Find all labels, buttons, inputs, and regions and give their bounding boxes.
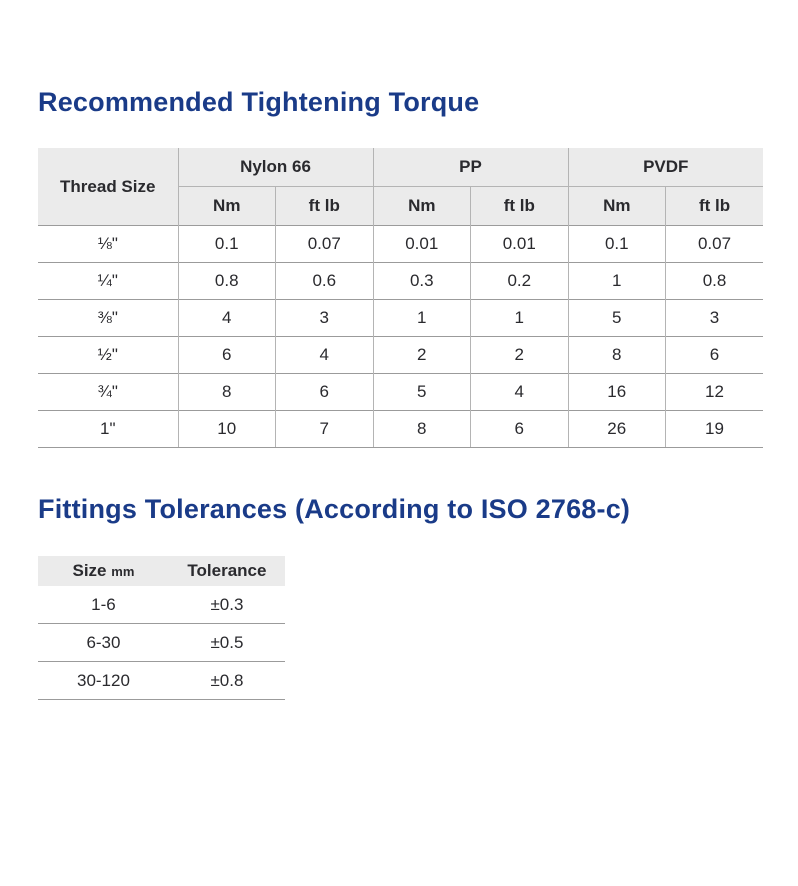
material-header-pp: PP xyxy=(372,148,569,187)
thread-size-cell: ⅜" xyxy=(38,299,178,337)
torque-cell: 4 xyxy=(275,336,374,374)
torque-table-header: Thread Size Nylon 66 PP PVDF Nm ft lb Nm… xyxy=(38,148,764,226)
size-range-cell: 6-30 xyxy=(38,623,169,662)
torque-cell: 2 xyxy=(372,336,471,374)
thread-size-cell: ½" xyxy=(38,336,178,374)
torque-section-title: Recommended Tightening Torque xyxy=(38,87,480,117)
tolerances-section-title: Fittings Tolerances (According to ISO 27… xyxy=(38,494,631,524)
torque-cell: 19 xyxy=(665,410,764,448)
torque-row: ⅛" 0.1 0.07 0.01 0.01 0.1 0.07 xyxy=(38,225,764,263)
torque-table-body: ⅛" 0.1 0.07 0.01 0.01 0.1 0.07 ¼" 0.8 0.… xyxy=(38,225,764,448)
torque-cell: 6 xyxy=(275,373,374,411)
tolerances-header-row: Size mm Tolerance xyxy=(38,556,285,586)
size-header-label: Size xyxy=(72,561,107,580)
torque-row: ⅜" 4 3 1 1 5 3 xyxy=(38,299,764,337)
thread-size-header: Thread Size xyxy=(38,148,178,226)
torque-cell: 6 xyxy=(470,410,569,448)
torque-row: ¾" 8 6 5 4 16 12 xyxy=(38,373,764,411)
torque-cell: 5 xyxy=(567,299,666,337)
torque-cell: 6 xyxy=(665,336,764,374)
torque-cell: 26 xyxy=(567,410,666,448)
torque-cell: 0.01 xyxy=(470,225,569,263)
tolerances-table-header: Size mm Tolerance xyxy=(38,556,285,586)
torque-row: ¼" 0.8 0.6 0.3 0.2 1 0.8 xyxy=(38,262,764,300)
torque-cell: 3 xyxy=(275,299,374,337)
material-header-row: Thread Size Nylon 66 PP PVDF xyxy=(38,148,764,226)
size-unit-label: mm xyxy=(111,564,135,579)
torque-row: 1" 10 7 8 6 26 19 xyxy=(38,410,764,448)
torque-cell: 0.3 xyxy=(372,262,471,300)
torque-cell: 1 xyxy=(372,299,471,337)
torque-row: ½" 6 4 2 2 8 6 xyxy=(38,336,764,374)
unit-header-row: Nm ft lb Nm ft lb Nm ft lb xyxy=(38,186,764,226)
torque-cell: 0.8 xyxy=(177,262,276,300)
tolerance-row: 6-30 ±0.5 xyxy=(38,623,285,662)
tolerance-cell: ±0.3 xyxy=(168,586,285,624)
torque-cell: 3 xyxy=(665,299,764,337)
thread-size-cell: ¾" xyxy=(38,373,178,411)
torque-cell: 5 xyxy=(372,373,471,411)
size-range-cell: 30-120 xyxy=(38,661,169,700)
torque-cell: 0.07 xyxy=(665,225,764,263)
torque-cell: 4 xyxy=(177,299,276,337)
torque-cell: 10 xyxy=(177,410,276,448)
tolerance-cell: ±0.5 xyxy=(168,623,285,662)
torque-cell: 2 xyxy=(470,336,569,374)
torque-cell: 6 xyxy=(177,336,276,374)
torque-cell: 0.07 xyxy=(275,225,374,263)
tolerance-header: Tolerance xyxy=(168,556,285,586)
tolerances-table: Size mm Tolerance 1-6 ±0.3 6-30 ±0.5 30-… xyxy=(38,556,285,700)
tolerance-row: 1-6 ±0.3 xyxy=(38,586,285,624)
thread-size-cell: ⅛" xyxy=(38,225,178,263)
torque-cell: 12 xyxy=(665,373,764,411)
torque-cell: 1 xyxy=(567,262,666,300)
material-header-nylon66: Nylon 66 xyxy=(177,148,374,187)
torque-cell: 0.2 xyxy=(470,262,569,300)
torque-cell: 0.01 xyxy=(372,225,471,263)
torque-cell: 8 xyxy=(177,373,276,411)
tolerance-row: 30-120 ±0.8 xyxy=(38,661,285,700)
torque-cell: 8 xyxy=(372,410,471,448)
datasheet-page: Recommended Tightening Torque Thread Siz… xyxy=(0,86,798,700)
torque-cell: 0.1 xyxy=(177,225,276,263)
torque-cell: 0.8 xyxy=(665,262,764,300)
unit-header-nm: Nm xyxy=(372,186,471,226)
torque-cell: 8 xyxy=(567,336,666,374)
torque-cell: 0.1 xyxy=(567,225,666,263)
torque-cell: 4 xyxy=(470,373,569,411)
unit-header-ftlb: ft lb xyxy=(470,186,569,226)
tolerances-table-body: 1-6 ±0.3 6-30 ±0.5 30-120 ±0.8 xyxy=(38,586,285,700)
unit-header-nm: Nm xyxy=(177,186,276,226)
tolerance-cell: ±0.8 xyxy=(168,661,285,700)
size-range-cell: 1-6 xyxy=(38,586,169,624)
unit-header-ftlb: ft lb xyxy=(275,186,374,226)
thread-size-cell: 1" xyxy=(38,410,178,448)
size-header: Size mm xyxy=(38,556,169,586)
unit-header-nm: Nm xyxy=(567,186,666,226)
torque-cell: 1 xyxy=(470,299,569,337)
material-header-pvdf: PVDF xyxy=(567,148,764,187)
torque-cell: 16 xyxy=(567,373,666,411)
torque-cell: 0.6 xyxy=(275,262,374,300)
thread-size-cell: ¼" xyxy=(38,262,178,300)
unit-header-ftlb: ft lb xyxy=(665,186,764,226)
torque-table: Thread Size Nylon 66 PP PVDF Nm ft lb Nm… xyxy=(38,148,764,448)
torque-cell: 7 xyxy=(275,410,374,448)
